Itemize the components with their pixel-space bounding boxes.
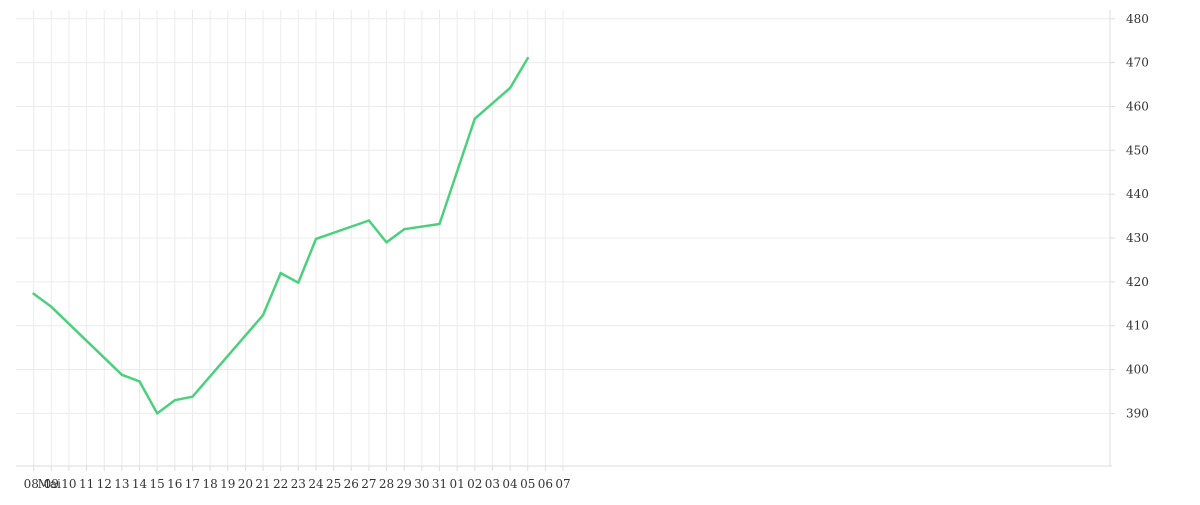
x-tick-label: 06 xyxy=(538,477,553,491)
data-point xyxy=(261,313,265,317)
x-tick-label: 29 xyxy=(397,477,412,491)
x-tick-label: Mai xyxy=(38,477,61,491)
x-tick-label: 26 xyxy=(344,477,359,491)
data-point xyxy=(526,57,529,60)
x-tick-label: 13 xyxy=(114,477,129,491)
y-tick-label: 390 xyxy=(1126,406,1149,420)
x-tick-label: 25 xyxy=(326,477,341,491)
x-tick-label: 03 xyxy=(485,477,500,491)
y-tick-label: 450 xyxy=(1126,143,1149,157)
y-tick-label: 430 xyxy=(1126,231,1149,245)
data-point xyxy=(508,86,512,90)
x-tick-label: 24 xyxy=(308,477,324,491)
data-point xyxy=(402,228,406,231)
data-point xyxy=(50,305,53,309)
x-tick-label: 08 xyxy=(24,477,39,491)
data-point xyxy=(138,380,141,383)
x-tick-label: 21 xyxy=(255,477,270,491)
x-tick-label: 23 xyxy=(291,477,306,491)
x-tick-label: 11 xyxy=(79,477,94,491)
data-point xyxy=(297,281,300,284)
y-tick-label: 460 xyxy=(1126,99,1149,113)
series-layer xyxy=(32,56,529,415)
x-tick-label: 31 xyxy=(432,477,447,491)
x-tick-label: 09 xyxy=(44,477,59,491)
y-tick-label: 440 xyxy=(1126,187,1149,201)
grid xyxy=(16,10,1110,466)
data-point xyxy=(385,241,388,244)
y-tick-label: 420 xyxy=(1126,275,1149,289)
data-point xyxy=(367,219,371,222)
data-point xyxy=(155,412,159,415)
x-tick-label: 20 xyxy=(238,477,253,491)
x-tick-label: 19 xyxy=(220,477,235,491)
x-tick-label: 04 xyxy=(502,477,518,491)
data-point xyxy=(314,237,318,241)
x-tick-label: 10 xyxy=(61,477,76,491)
x-tick-label: 14 xyxy=(132,477,148,491)
x-tick-label: 30 xyxy=(414,477,429,491)
series-line xyxy=(32,56,529,415)
data-point xyxy=(173,399,177,402)
y-tick-label: 400 xyxy=(1126,363,1149,377)
x-tick-label: 15 xyxy=(150,477,165,491)
data-point xyxy=(279,271,282,275)
x-tick-label: 18 xyxy=(202,477,217,491)
data-point xyxy=(32,292,35,295)
x-tick-label: 01 xyxy=(449,477,464,491)
axes xyxy=(16,10,1115,471)
x-tick-label: 02 xyxy=(467,477,482,491)
x-tick-label: 05 xyxy=(520,477,535,491)
data-point xyxy=(438,222,441,226)
x-tick-label: 12 xyxy=(97,477,112,491)
x-tick-label: 27 xyxy=(361,477,376,491)
x-tick-label: 07 xyxy=(555,477,570,491)
y-tick-label: 480 xyxy=(1126,12,1149,26)
x-tick-label: 17 xyxy=(185,477,200,491)
data-point xyxy=(473,117,476,120)
y-tick-label: 410 xyxy=(1126,319,1149,333)
data-point xyxy=(191,395,194,398)
y-tick-label: 470 xyxy=(1126,56,1149,70)
data-point xyxy=(120,373,124,376)
x-tick-label: 16 xyxy=(167,477,182,491)
x-tick-label: 28 xyxy=(379,477,394,491)
x-tick-label: 22 xyxy=(273,477,288,491)
